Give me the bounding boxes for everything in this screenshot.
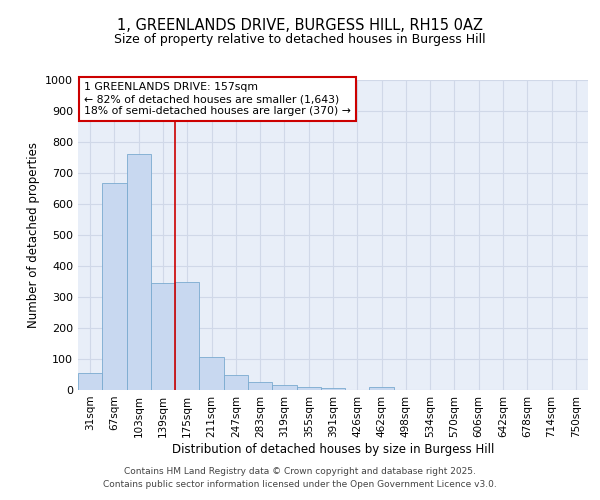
Bar	[151, 283, 175, 390]
Bar	[321, 388, 345, 390]
Text: Contains public sector information licensed under the Open Government Licence v3: Contains public sector information licen…	[103, 480, 497, 489]
Bar	[175, 282, 199, 390]
Y-axis label: Number of detached properties: Number of detached properties	[26, 142, 40, 328]
Bar	[127, 154, 151, 390]
Text: Contains HM Land Registry data © Crown copyright and database right 2025.: Contains HM Land Registry data © Crown c…	[124, 467, 476, 476]
Bar	[199, 357, 224, 390]
Bar	[248, 382, 272, 390]
Text: 1 GREENLANDS DRIVE: 157sqm
← 82% of detached houses are smaller (1,643)
18% of s: 1 GREENLANDS DRIVE: 157sqm ← 82% of deta…	[84, 82, 351, 116]
Bar	[102, 183, 127, 390]
Bar	[78, 373, 102, 390]
Text: 1, GREENLANDS DRIVE, BURGESS HILL, RH15 0AZ: 1, GREENLANDS DRIVE, BURGESS HILL, RH15 …	[117, 18, 483, 32]
Text: Size of property relative to detached houses in Burgess Hill: Size of property relative to detached ho…	[114, 32, 486, 46]
Bar	[370, 387, 394, 390]
Bar	[272, 384, 296, 390]
Bar	[296, 387, 321, 390]
X-axis label: Distribution of detached houses by size in Burgess Hill: Distribution of detached houses by size …	[172, 442, 494, 456]
Bar	[224, 374, 248, 390]
